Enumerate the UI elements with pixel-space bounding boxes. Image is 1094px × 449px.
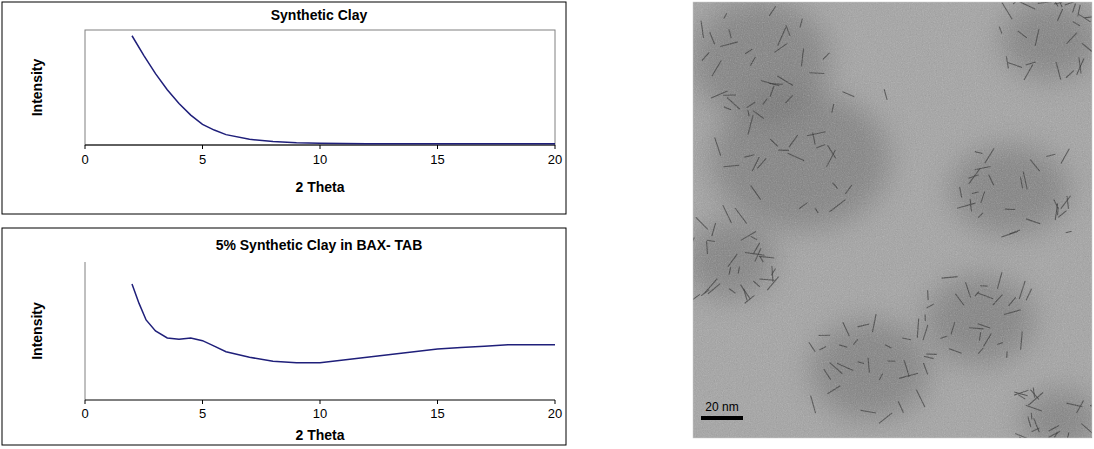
data-line [132,36,555,144]
x-tick [555,400,556,404]
image-content [693,2,1092,438]
panel-border [2,2,566,214]
x-axis-title: 2 Theta [295,427,344,443]
y-axis [85,262,86,400]
x-tick [202,400,203,404]
panel-border [2,228,566,445]
x-tick [555,145,556,149]
x-tick-label: 15 [430,406,444,421]
image-grain [693,2,1092,438]
x-tick-label: 5 [199,406,206,421]
y-axis-title: Intensity [29,302,45,360]
panel: 0 5 10 15 20 5% Synthetic Clay in BAX- TAB 2 T… [2,228,566,445]
data-line [132,284,555,363]
x-tick-label: 0 [81,406,88,421]
image-ground [693,2,1092,438]
image-border [693,2,1092,438]
x-tick-label: 5 [199,152,206,167]
x-tick [202,145,203,149]
x-tick-label: 0 [81,152,88,167]
x-tick [85,400,86,404]
figure: 0 5 10 15 20 Synthetic Clay 2 Theta Intensity 0 5… [0,0,1094,449]
tem-image: 20 nm [685,0,1094,449]
x-tick-label: 15 [430,152,444,167]
x-tick [85,145,86,149]
x-tick [437,145,438,149]
y-axis-title: Intensity [29,59,45,117]
x-tick [320,400,321,404]
x-tick [320,145,321,149]
data-group [132,284,555,363]
panel: 0 5 10 15 20 Synthetic Clay 2 Theta Intensity [2,2,566,214]
x-tick-label: 10 [313,152,327,167]
title: 5% Synthetic Clay in BAX- TAB [216,237,423,253]
data-group [132,36,555,144]
plot-frame [85,30,555,145]
x-axis-title: 2 Theta [295,179,344,195]
x-tick-label: 10 [313,406,327,421]
scale-bar-label: 20 nm [705,400,738,414]
title: Synthetic Clay [271,7,368,23]
x-tick [437,400,438,404]
x-tick-label: 20 [548,152,562,167]
scale-bar [701,416,743,420]
x-tick-label: 20 [548,406,562,421]
